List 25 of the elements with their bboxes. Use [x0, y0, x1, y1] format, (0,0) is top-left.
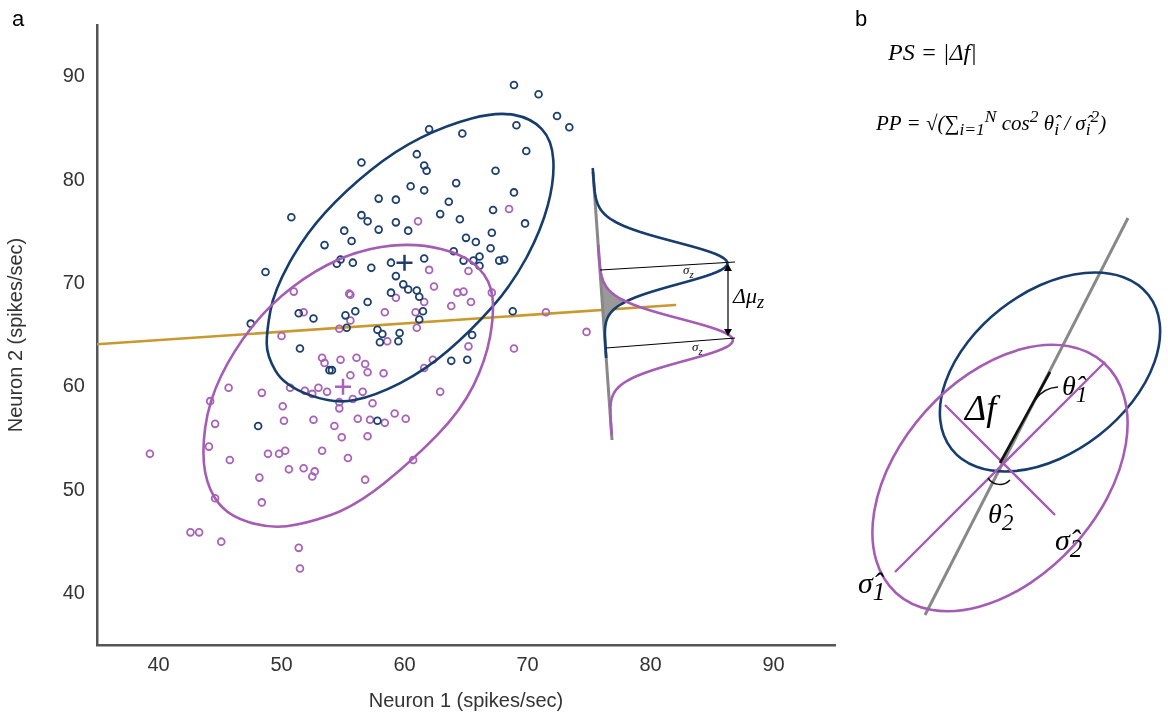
- annotation: Δμ$_{z}$: [733, 283, 765, 313]
- x-tick-label: 90: [762, 652, 785, 675]
- x-tick-label: 70: [516, 652, 539, 675]
- y-tick-label: 90: [62, 64, 85, 87]
- text: PS = |Δf|: [888, 39, 977, 65]
- x-tick-label: 50: [270, 652, 293, 675]
- text: PP = √(∑$_{i=1}$$^{N}$ cos$^{2}$ θ̂$_{i}$ / σ̂$_{i}$$^{2}$): [876, 106, 1107, 140]
- text: σ̂$_{1}$: [858, 566, 886, 605]
- y-tick-label: 50: [62, 477, 85, 500]
- x-axis-title: Neuron 1 (spikes/sec): [368, 688, 564, 711]
- text: b: [855, 6, 868, 31]
- text: σ̂$_{2}$: [1055, 523, 1083, 562]
- x-tick-label: 40: [147, 652, 170, 675]
- y-tick-label: 80: [62, 167, 85, 190]
- x-tick-label: 60: [393, 652, 416, 675]
- y-tick-label: 60: [62, 374, 85, 397]
- text: θ̂$_{2}$: [988, 498, 1014, 535]
- text: θ̂$_{1}$: [1062, 370, 1088, 407]
- annotation: σ$_{z}$: [692, 339, 703, 357]
- annotation: σ$_{z}$: [683, 262, 694, 280]
- y-axis-title: Neuron 2 (spikes/sec): [3, 237, 26, 433]
- chart-title: a: [12, 6, 25, 31]
- y-tick-label: 70: [62, 270, 85, 293]
- y-tick-label: 40: [62, 580, 85, 603]
- x-tick-label: 80: [639, 652, 662, 675]
